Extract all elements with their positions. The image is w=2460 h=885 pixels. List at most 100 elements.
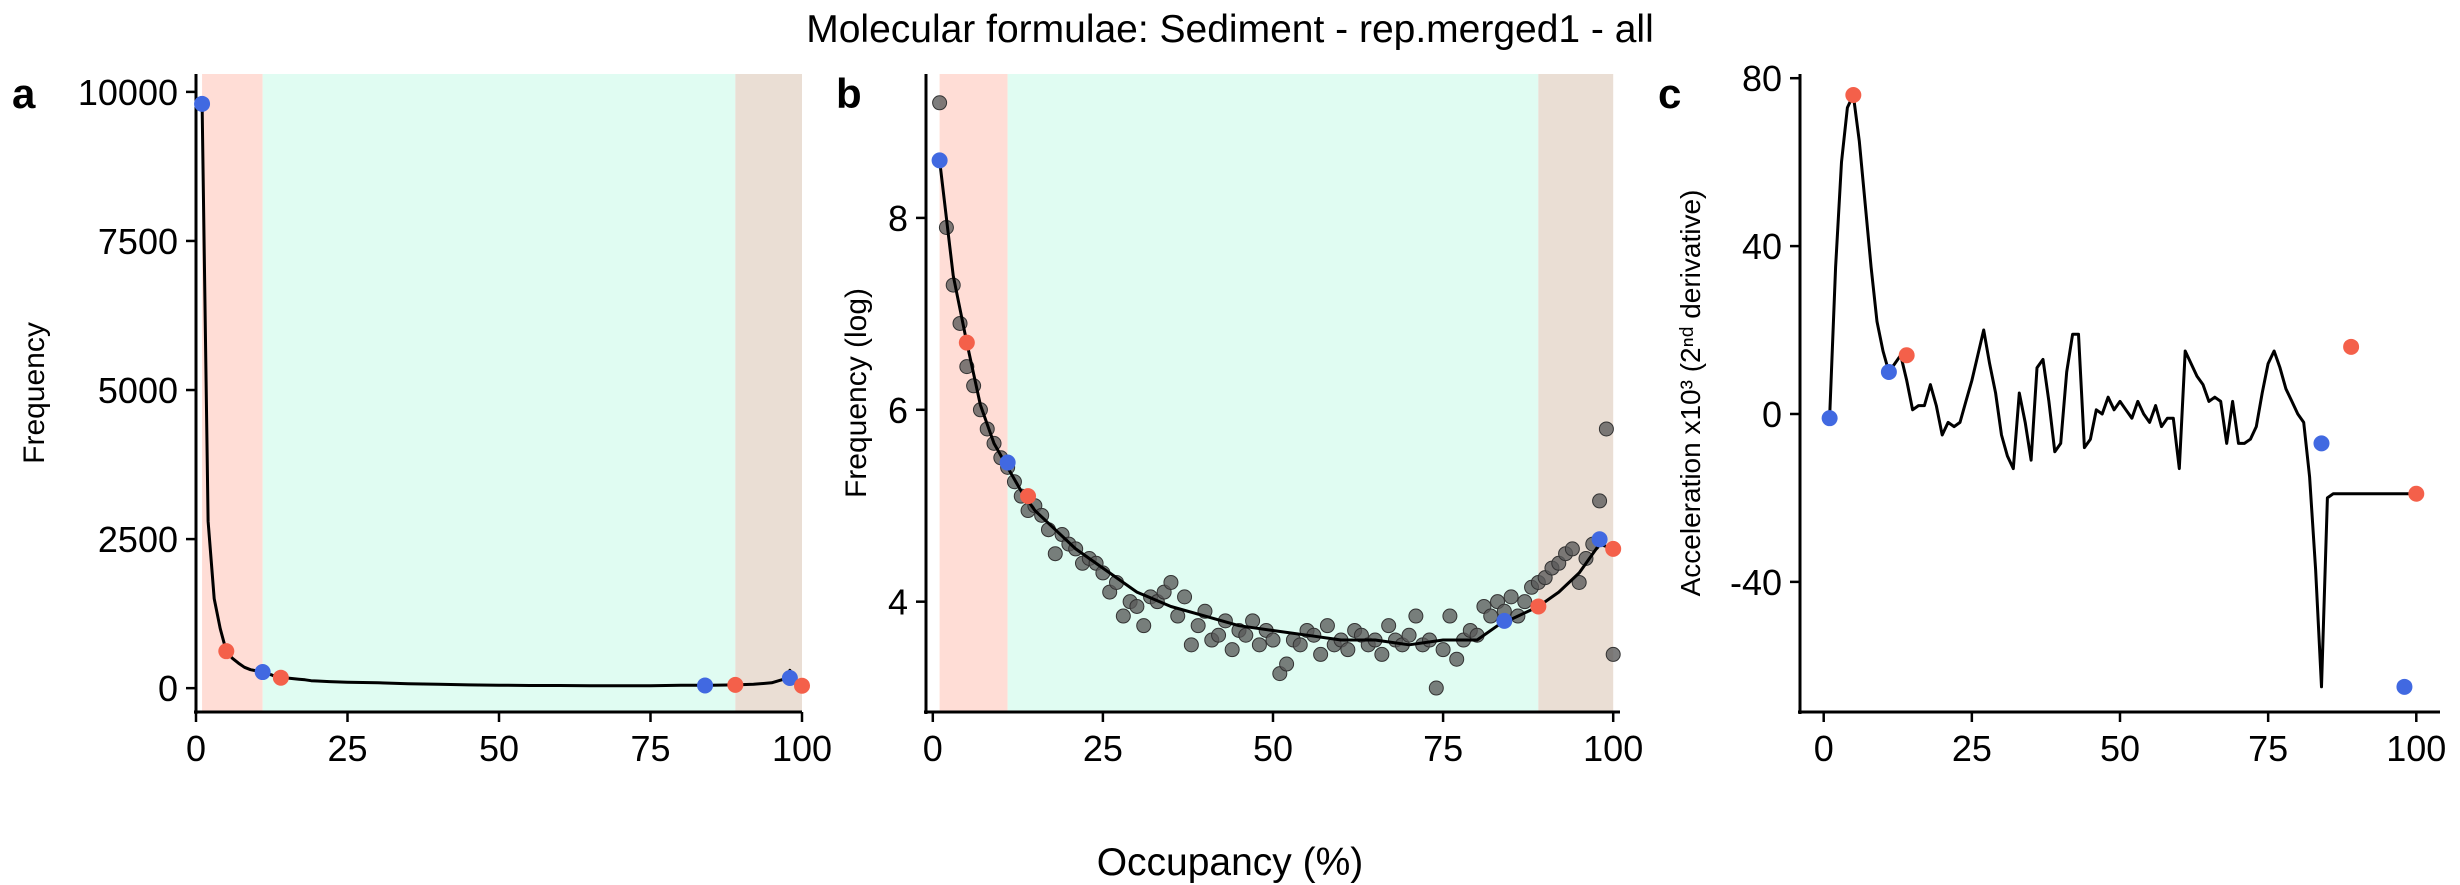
- scatter-point: [1517, 594, 1533, 610]
- red-point: [2408, 485, 2425, 502]
- scatter-point: [1129, 598, 1145, 614]
- x-tick-label: 50: [479, 728, 519, 769]
- zone-intermediate: [262, 74, 736, 712]
- blue-point: [254, 664, 271, 681]
- x-tick-label: 75: [2248, 728, 2288, 769]
- x-tick-label: 25: [327, 728, 367, 769]
- y-tick-label: 80: [1742, 58, 1782, 99]
- red-point: [794, 677, 810, 694]
- x-tick-label: 75: [1423, 728, 1463, 769]
- y-tick-label: 4: [888, 582, 908, 623]
- red-point: [1530, 598, 1547, 615]
- scatter-point: [1211, 627, 1227, 643]
- panel-b: 0 25 50 75 100 4 6 8 Frequency (log) b: [836, 70, 1643, 769]
- scatter-point: [1408, 608, 1424, 624]
- panel-letter: b: [836, 70, 862, 117]
- x-tick-label: 75: [630, 728, 670, 769]
- y-tick-label: 7500: [98, 221, 178, 262]
- scatter-point: [1224, 642, 1240, 658]
- zone-core: [1538, 74, 1614, 712]
- scatter-point: [932, 95, 948, 111]
- blue-point: [1496, 612, 1513, 629]
- red-point: [2343, 338, 2360, 355]
- scatter-point: [1265, 632, 1281, 648]
- x-tick-label: 100: [772, 728, 832, 769]
- red-point: [958, 334, 975, 351]
- y-tick-label: 2500: [98, 519, 178, 560]
- red-point: [1898, 347, 1915, 364]
- y-tick-label: 10000: [78, 72, 178, 113]
- scatter-point: [1340, 642, 1356, 658]
- scatter-point: [1592, 493, 1608, 509]
- scatter-point: [1163, 574, 1179, 590]
- series-line: [1828, 93, 2417, 689]
- scatter-point: [1435, 642, 1451, 658]
- panel-c: 0 25 50 75 100 -40 0 40 80 Acceleration x10³ (2ⁿᵈ…: [1658, 58, 2446, 769]
- scatter-point: [1503, 589, 1519, 605]
- scatter-point: [1190, 618, 1206, 634]
- x-tick-label: 100: [2386, 728, 2446, 769]
- scatter-point: [1238, 627, 1254, 643]
- blue-point: [931, 152, 948, 169]
- x-tick-label: 0: [923, 728, 943, 769]
- blue-point: [1821, 410, 1838, 427]
- y-tick-label: -40: [1730, 562, 1782, 603]
- scatter-point: [1183, 637, 1199, 653]
- blue-point: [697, 677, 714, 694]
- scatter-point: [1428, 680, 1444, 696]
- scatter-point: [1319, 618, 1335, 634]
- x-tick-label: 50: [2100, 728, 2140, 769]
- y-tick-label: 5000: [98, 370, 178, 411]
- panel-letter: c: [1658, 70, 1681, 117]
- red-point: [218, 643, 235, 660]
- y-tick-label: 6: [888, 390, 908, 431]
- scatter-point: [1564, 541, 1580, 557]
- x-tick-label: 0: [186, 728, 206, 769]
- red-point: [1020, 488, 1037, 505]
- scatter-point: [1136, 618, 1152, 634]
- blue-point: [2313, 435, 2330, 452]
- x-tick-label: 50: [1253, 728, 1293, 769]
- y-tick-label: 8: [888, 198, 908, 239]
- scatter-point: [1047, 546, 1063, 562]
- blue-point: [781, 670, 798, 687]
- y-tick-label: 0: [1762, 394, 1782, 435]
- scatter-point: [1571, 574, 1587, 590]
- scatter-point: [1449, 651, 1465, 667]
- blue-point: [999, 454, 1016, 471]
- scatter-point: [1251, 637, 1267, 653]
- blue-point: [1591, 531, 1608, 548]
- scatter-point: [1598, 421, 1614, 437]
- figure-title: Molecular formulae: Sediment - rep.merge…: [806, 8, 1654, 51]
- blue-point: [194, 95, 211, 112]
- y-tick-label: 0: [158, 668, 178, 709]
- scatter-point: [1279, 656, 1295, 672]
- scatter-point: [1177, 589, 1193, 605]
- y-tick-label: 40: [1742, 226, 1782, 267]
- y-axis-label: Acceleration x10³ (2ⁿᵈ derivative): [1675, 190, 1706, 597]
- x-tick-label: 25: [1083, 728, 1123, 769]
- red-point: [1845, 86, 1862, 103]
- red-point: [727, 676, 744, 693]
- scatter-point: [1313, 646, 1329, 662]
- y-axis-label: Frequency: [18, 322, 51, 464]
- x-tick-label: 0: [1814, 728, 1834, 769]
- scatter-point: [1292, 637, 1308, 653]
- red-point: [272, 669, 289, 686]
- blue-point: [2396, 678, 2413, 695]
- panel-a: 0 25 50 75 100 0 2500 5000 7500 10000 Frequency a: [12, 70, 832, 769]
- x-tick-label: 25: [1952, 728, 1992, 769]
- scatter-point: [1442, 608, 1458, 624]
- series-line: [200, 103, 803, 688]
- panel-letter: a: [12, 70, 36, 117]
- shared-x-axis-label: Occupancy (%): [1097, 841, 1364, 884]
- zone-core: [735, 74, 802, 712]
- scatter-point: [1401, 627, 1417, 643]
- red-point: [1605, 540, 1622, 557]
- zone-rare: [202, 74, 263, 712]
- scatter-point: [1381, 618, 1397, 634]
- scatter-point: [1605, 646, 1621, 662]
- scatter-point: [1374, 646, 1390, 662]
- zone-intermediate: [1007, 74, 1539, 712]
